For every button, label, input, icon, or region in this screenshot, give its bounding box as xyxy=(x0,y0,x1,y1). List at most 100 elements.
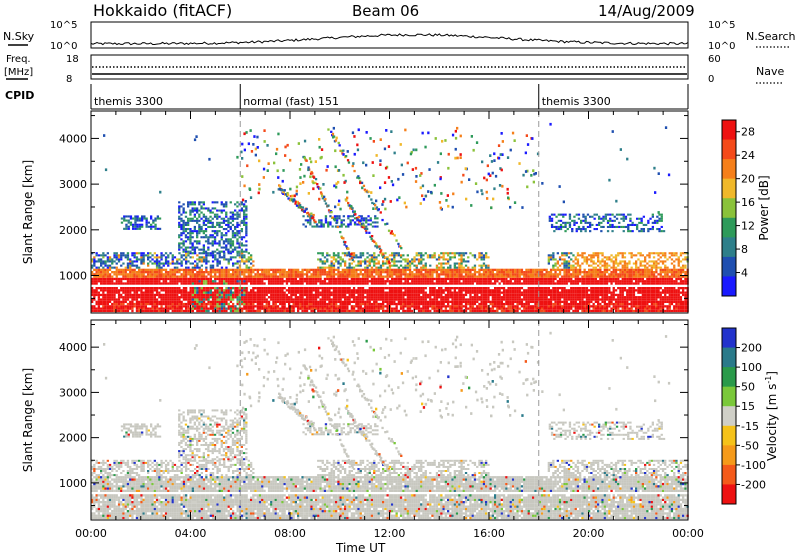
power-cell xyxy=(323,262,327,265)
power-cell xyxy=(422,289,425,292)
power-cell xyxy=(464,277,468,281)
power-cell xyxy=(563,291,566,294)
power-cell xyxy=(191,273,194,276)
power-cell xyxy=(601,273,604,276)
power-cell xyxy=(263,273,266,276)
power-cell xyxy=(355,300,358,303)
power-cell xyxy=(91,309,94,313)
power-cell xyxy=(285,293,289,297)
power-cell xyxy=(238,266,242,269)
power-cell xyxy=(167,298,170,301)
power-cell xyxy=(173,282,177,285)
power-cell xyxy=(500,280,503,283)
power-cell xyxy=(433,300,436,303)
power-cell xyxy=(283,271,286,274)
power-cell xyxy=(167,307,170,310)
power-cell xyxy=(541,293,544,297)
power-cell xyxy=(93,277,96,281)
power-cell xyxy=(509,309,512,313)
power-cell xyxy=(471,275,474,278)
power-cell xyxy=(229,277,233,281)
power-cell xyxy=(147,271,150,274)
power-cell xyxy=(534,289,537,292)
power-cell xyxy=(527,287,530,290)
power-cell xyxy=(147,258,150,261)
power-cell xyxy=(391,264,394,267)
power-cell xyxy=(429,256,432,259)
power-cell xyxy=(234,268,237,271)
power-cell xyxy=(97,266,100,269)
power-cell xyxy=(364,309,367,313)
power-cell xyxy=(391,252,394,255)
power-cell xyxy=(476,277,479,281)
power-cell xyxy=(198,305,201,308)
power-cell xyxy=(664,305,667,308)
power-cell xyxy=(630,293,633,297)
power-cell xyxy=(124,309,127,313)
power-cell xyxy=(650,273,653,276)
power-cell xyxy=(115,300,118,303)
power-cell xyxy=(111,291,114,294)
power-cell xyxy=(108,289,112,292)
power-cell xyxy=(279,293,282,297)
power-cell xyxy=(323,307,327,310)
power-cell xyxy=(301,307,304,310)
power-cell xyxy=(536,273,539,276)
power-cell xyxy=(218,300,221,303)
power-cell xyxy=(608,273,611,276)
power-cell xyxy=(352,305,356,308)
power-cell xyxy=(628,289,631,292)
power-cell xyxy=(243,302,246,306)
power-cell xyxy=(652,282,656,285)
power-cell xyxy=(258,302,262,306)
power-cell xyxy=(350,296,353,299)
power-cell xyxy=(632,305,636,308)
power-cell xyxy=(214,305,217,308)
power-cell xyxy=(243,260,246,263)
power-cell xyxy=(433,289,436,292)
power-cell xyxy=(684,273,687,276)
power-cell xyxy=(487,305,490,308)
power-cell xyxy=(406,305,409,308)
power-cell xyxy=(426,307,430,310)
power-cell xyxy=(576,307,580,310)
power-cell xyxy=(502,291,506,294)
power-cell xyxy=(171,280,174,283)
power-cell xyxy=(393,287,396,290)
power-cell xyxy=(480,277,483,281)
power-cell xyxy=(129,282,132,285)
power-cell xyxy=(261,282,264,285)
power-cell xyxy=(131,254,134,257)
power-cell xyxy=(543,277,546,281)
power-cell xyxy=(480,268,483,271)
power-cell xyxy=(126,273,130,276)
power-cell xyxy=(413,256,416,259)
power-cell xyxy=(321,262,324,265)
power-cell xyxy=(346,266,349,269)
power-cell xyxy=(256,275,259,278)
power-cell xyxy=(196,280,199,283)
power-cell xyxy=(630,271,633,274)
power-cell xyxy=(585,300,589,303)
power-cell xyxy=(185,302,188,306)
power-cell xyxy=(527,302,530,306)
power-cell xyxy=(682,305,685,308)
power-cell xyxy=(250,273,253,276)
power-cell xyxy=(682,287,685,290)
power-cell xyxy=(648,277,651,281)
power-cell xyxy=(104,296,107,299)
power-cell xyxy=(509,291,512,294)
power-cell xyxy=(480,298,483,301)
power-cell xyxy=(220,307,224,310)
power-cell xyxy=(534,282,537,285)
power-cell xyxy=(370,275,374,278)
power-cell xyxy=(447,300,450,303)
power-cell xyxy=(402,300,405,303)
power-cell xyxy=(630,277,633,281)
power-cell xyxy=(619,300,622,303)
power-cell xyxy=(108,266,112,269)
power-cell xyxy=(379,271,383,274)
power-cell xyxy=(444,300,447,303)
power-cell xyxy=(420,271,423,274)
